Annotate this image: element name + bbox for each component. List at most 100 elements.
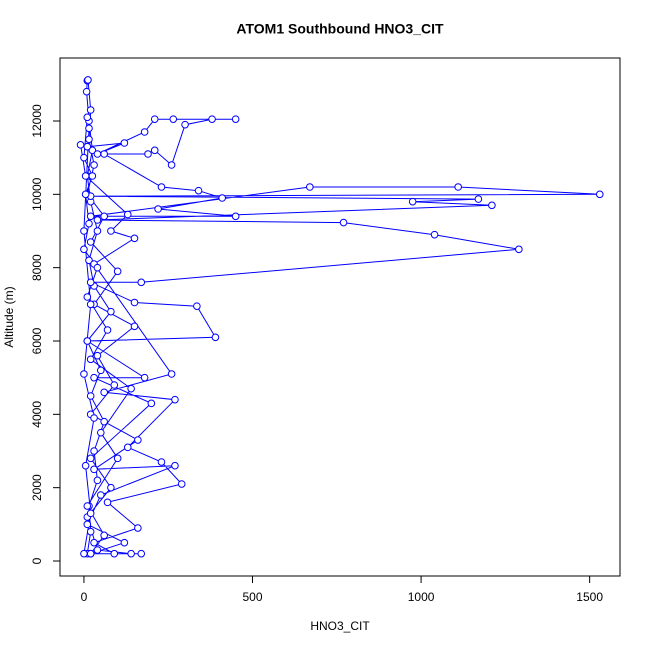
point xyxy=(454,183,462,191)
point xyxy=(127,549,135,558)
point xyxy=(474,195,483,203)
point xyxy=(90,447,98,455)
point xyxy=(86,106,95,114)
point xyxy=(167,161,176,169)
point xyxy=(80,153,88,162)
point xyxy=(86,454,95,463)
point xyxy=(211,333,220,342)
point xyxy=(100,212,108,221)
point xyxy=(83,293,92,301)
point xyxy=(76,141,85,149)
point xyxy=(120,139,129,147)
point xyxy=(107,483,115,492)
y-tick-label: 8000 xyxy=(30,254,44,281)
point xyxy=(430,230,439,239)
point xyxy=(96,491,105,499)
point xyxy=(93,546,102,554)
point xyxy=(134,524,142,532)
point xyxy=(140,128,149,136)
y-tick-label: 2000 xyxy=(30,474,44,501)
point xyxy=(193,302,201,310)
point xyxy=(147,399,156,408)
point xyxy=(100,417,108,426)
point xyxy=(86,238,95,246)
point xyxy=(103,326,112,334)
point xyxy=(595,190,604,199)
point xyxy=(157,183,166,191)
point xyxy=(140,373,149,382)
point xyxy=(88,146,97,155)
point xyxy=(83,502,92,510)
point xyxy=(86,212,95,221)
point xyxy=(86,527,95,536)
point xyxy=(134,436,142,444)
point xyxy=(150,146,159,155)
point xyxy=(137,278,146,287)
point xyxy=(100,150,108,158)
point xyxy=(339,218,348,227)
point xyxy=(83,113,92,122)
x-axis-label: HNO3_CIT xyxy=(310,619,370,633)
point xyxy=(154,205,162,213)
y-tick-label: 0 xyxy=(30,557,44,564)
point xyxy=(137,549,146,558)
x-tick-label: 500 xyxy=(242,590,262,604)
point xyxy=(113,267,122,276)
point xyxy=(93,351,102,360)
chart-title: ATOM1 Southbound HNO3_CIT xyxy=(236,21,444,37)
point xyxy=(171,461,179,470)
point xyxy=(86,300,95,309)
point xyxy=(157,458,166,466)
point xyxy=(100,531,108,540)
x-tick-label: 1000 xyxy=(408,590,435,604)
point xyxy=(171,395,179,404)
point xyxy=(130,322,139,331)
y-tick-label: 4000 xyxy=(30,401,44,428)
point xyxy=(127,384,135,393)
x-tick-label: 0 xyxy=(81,590,88,604)
point xyxy=(144,150,152,158)
point xyxy=(408,197,417,206)
point xyxy=(169,115,178,123)
y-tick-label: 12000 xyxy=(30,104,44,138)
point xyxy=(84,76,92,84)
point xyxy=(96,366,105,375)
point xyxy=(488,201,496,210)
point xyxy=(90,161,98,169)
point xyxy=(86,509,95,518)
point xyxy=(93,227,102,235)
point xyxy=(110,549,119,558)
point xyxy=(80,549,88,558)
y-axis-label: Altitude (m) xyxy=(2,286,16,347)
point xyxy=(86,278,95,287)
point xyxy=(231,212,240,221)
point xyxy=(88,172,97,180)
x-tick-label: 1500 xyxy=(576,590,603,604)
point xyxy=(110,381,119,389)
point xyxy=(85,135,93,144)
y-tick-label: 6000 xyxy=(30,327,44,354)
point xyxy=(123,443,132,452)
point xyxy=(103,498,112,507)
point xyxy=(85,256,93,265)
point xyxy=(83,520,92,529)
point xyxy=(177,480,186,488)
point xyxy=(90,373,98,382)
point xyxy=(100,388,108,397)
point xyxy=(93,263,102,272)
point xyxy=(81,461,90,470)
point xyxy=(82,87,91,96)
point xyxy=(107,307,115,316)
point xyxy=(90,465,98,474)
point xyxy=(90,414,98,422)
point xyxy=(86,392,95,400)
point xyxy=(80,227,88,235)
point xyxy=(130,298,139,307)
point xyxy=(107,227,115,235)
point xyxy=(120,538,129,547)
point xyxy=(86,549,95,558)
point xyxy=(83,337,92,345)
point xyxy=(93,476,102,485)
